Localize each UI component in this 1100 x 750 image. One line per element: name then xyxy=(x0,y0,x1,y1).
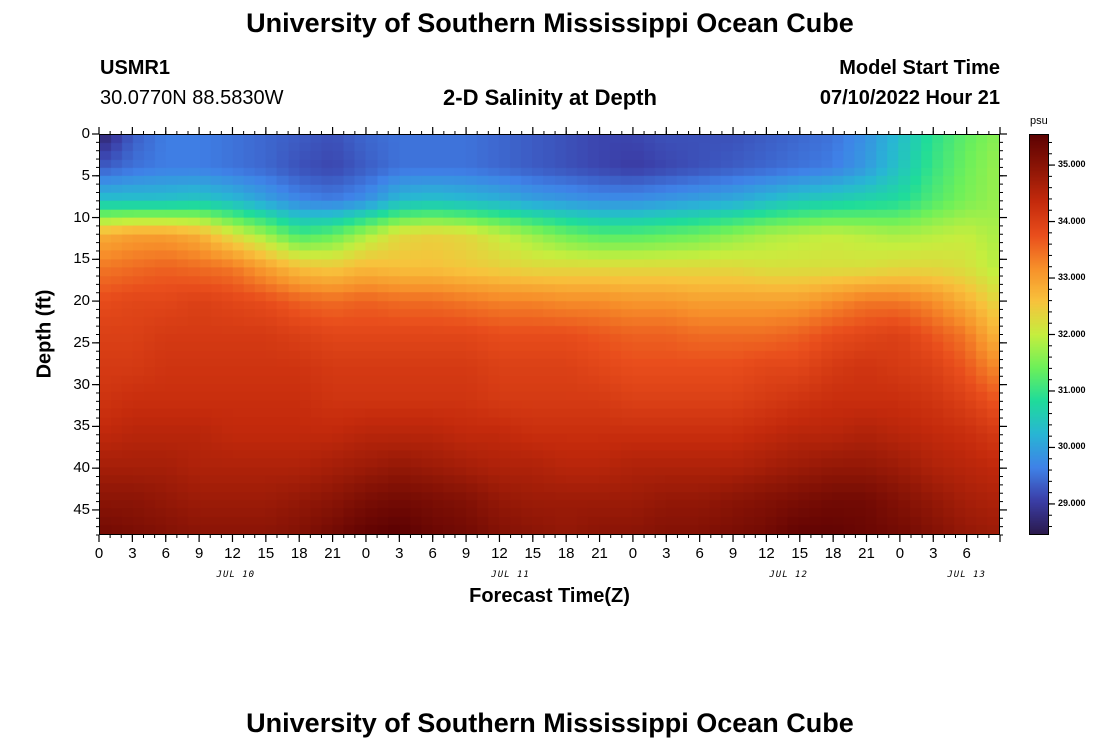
x-tick-label: 3 xyxy=(929,545,938,562)
x-tick-label: 18 xyxy=(824,545,842,562)
page-title: University of Southern Mississippi Ocean… xyxy=(246,8,854,38)
colorbar-tick-label: 29.000 xyxy=(1058,497,1086,508)
station-id: USMR1 xyxy=(100,57,171,79)
page-title-bottom: University of Southern Mississippi Ocean… xyxy=(246,708,854,738)
x-tick-label: 18 xyxy=(557,545,575,562)
x-tick-label: 15 xyxy=(257,545,275,562)
colorbar-tick-label: 31.000 xyxy=(1058,384,1086,395)
x-tick-label: 6 xyxy=(428,545,437,562)
model-start-label: Model Start Time xyxy=(839,57,1000,79)
date-label: JUL 11 xyxy=(491,570,530,580)
colorbar xyxy=(1029,134,1049,535)
x-tick-label: 9 xyxy=(194,545,204,562)
x-tick-label: 6 xyxy=(161,545,170,562)
x-tick-label: 12 xyxy=(491,545,508,562)
station-coordinates: 30.0770N 88.5830W xyxy=(100,87,284,109)
x-tick-label: 9 xyxy=(728,545,738,562)
colorbar-tick-label: 32.000 xyxy=(1058,328,1086,339)
x-tick-label: 0 xyxy=(94,545,104,562)
y-tick-label: 45 xyxy=(73,500,90,518)
x-tick-label: 3 xyxy=(128,545,137,562)
x-tick-label: 3 xyxy=(662,545,671,562)
x-tick-label: 6 xyxy=(695,545,704,562)
x-axis-label: Forecast Time(Z) xyxy=(469,585,630,607)
y-tick-label: 0 xyxy=(81,125,90,142)
x-tick-label: 15 xyxy=(791,545,809,562)
y-tick-label: 20 xyxy=(73,292,90,310)
date-label: JUL 12 xyxy=(769,570,808,580)
x-tick-label: 12 xyxy=(758,545,775,562)
salinity-heatmap xyxy=(99,134,1000,535)
x-tick-label: 15 xyxy=(524,545,542,562)
x-tick-label: 9 xyxy=(461,545,471,562)
y-tick-label: 10 xyxy=(73,208,90,226)
colorbar-tick-label: 33.000 xyxy=(1058,272,1086,283)
x-tick-label: 21 xyxy=(591,545,608,562)
colorbar-tick-label: 30.000 xyxy=(1058,441,1086,452)
y-tick-label: 40 xyxy=(73,459,90,477)
x-tick-label: 18 xyxy=(290,545,308,562)
y-tick-label: 25 xyxy=(73,333,90,351)
y-tick-label: 30 xyxy=(73,375,90,393)
date-label: JUL 10 xyxy=(216,570,256,580)
x-tick-label: 12 xyxy=(224,545,241,562)
heatmap-canvas xyxy=(100,135,999,534)
date-label: JUL 13 xyxy=(947,570,986,580)
colorbar-tick-label: 35.000 xyxy=(1058,159,1086,170)
colorbar-unit: psu xyxy=(1030,115,1048,127)
x-tick-label: 0 xyxy=(361,545,371,562)
x-tick-label: 3 xyxy=(395,545,404,562)
x-tick-label: 21 xyxy=(324,545,341,562)
x-tick-label: 0 xyxy=(628,545,638,562)
x-tick-label: 0 xyxy=(895,545,905,562)
x-tick-label: 6 xyxy=(962,545,971,562)
colorbar-tick-label: 34.000 xyxy=(1058,215,1086,226)
model-start-value: 07/10/2022 Hour 21 xyxy=(819,87,1000,109)
x-tick-label: 21 xyxy=(858,545,875,562)
y-tick-label: 15 xyxy=(73,250,90,268)
plot-title: 2-D Salinity at Depth xyxy=(443,85,657,110)
y-tick-label: 5 xyxy=(81,166,90,184)
y-tick-label: 35 xyxy=(73,417,90,435)
